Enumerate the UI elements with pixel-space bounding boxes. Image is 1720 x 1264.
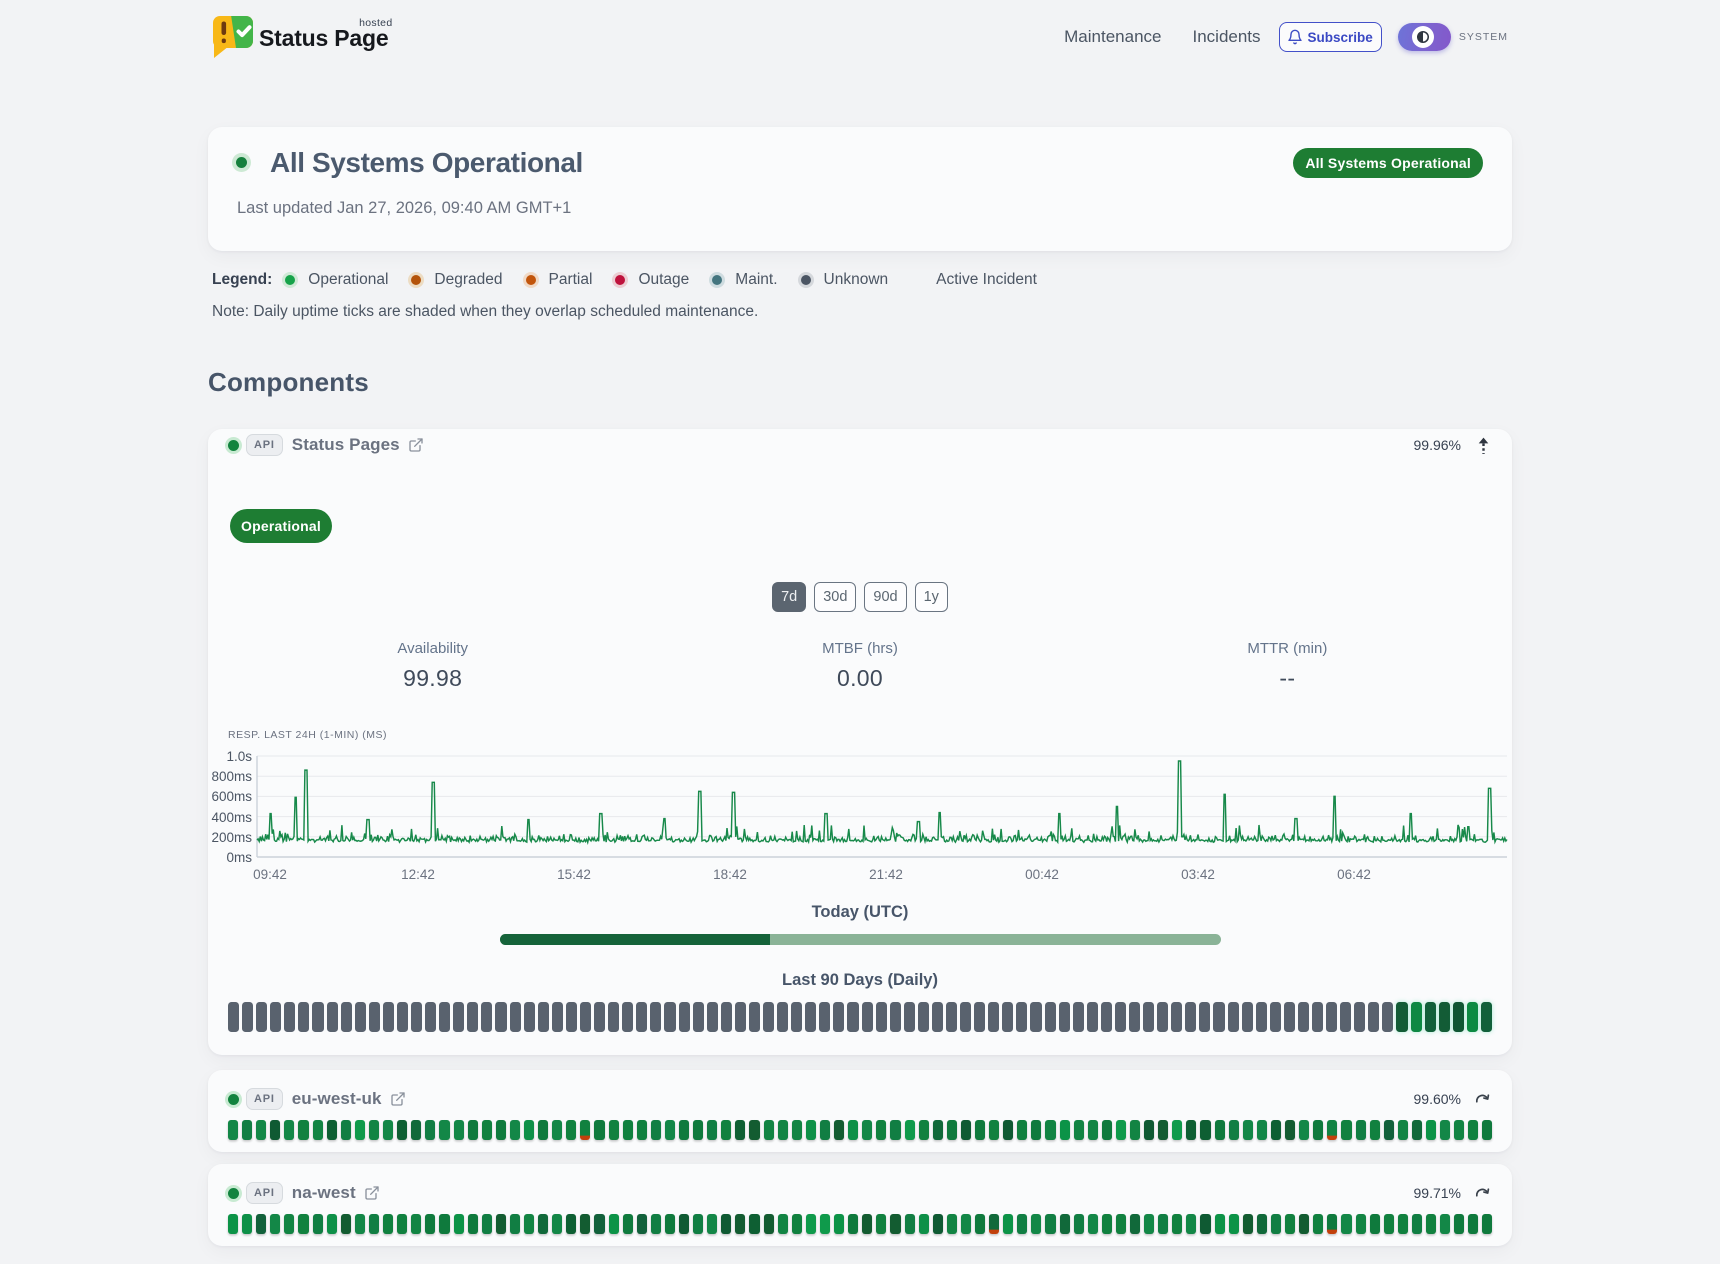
- svg-text:1.0s: 1.0s: [226, 749, 252, 764]
- svg-text:RESP. LAST 24H (1-MIN) (MS): RESP. LAST 24H (1-MIN) (MS): [228, 729, 387, 741]
- svg-text:400ms: 400ms: [211, 810, 252, 825]
- svg-text:800ms: 800ms: [211, 769, 252, 784]
- svg-text:0ms: 0ms: [226, 850, 252, 865]
- svg-text:09:42: 09:42: [253, 867, 287, 882]
- svg-text:00:42: 00:42: [1025, 867, 1059, 882]
- svg-text:15:42: 15:42: [557, 867, 591, 882]
- svg-text:200ms: 200ms: [211, 830, 252, 845]
- svg-text:18:42: 18:42: [713, 867, 747, 882]
- svg-text:03:42: 03:42: [1181, 867, 1215, 882]
- svg-text:600ms: 600ms: [211, 789, 252, 804]
- svg-text:12:42: 12:42: [401, 867, 435, 882]
- svg-text:21:42: 21:42: [869, 867, 903, 882]
- svg-text:06:42: 06:42: [1337, 867, 1371, 882]
